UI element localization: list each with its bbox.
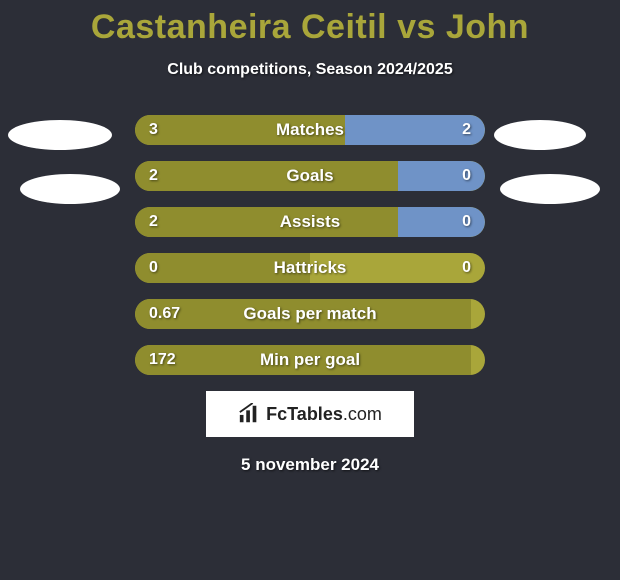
decorative-ellipse [494, 120, 586, 150]
bar-left [135, 299, 471, 329]
chart-icon [238, 403, 260, 425]
brand-text: FcTables.com [266, 404, 382, 425]
decorative-ellipse [500, 174, 600, 204]
bar-left [135, 345, 471, 375]
brand-bold: FcTables [266, 404, 343, 424]
bar-right [398, 161, 486, 191]
bar-left [135, 207, 398, 237]
bar-track [135, 345, 485, 375]
decorative-ellipse [20, 174, 120, 204]
stat-row: Goals20 [135, 161, 485, 191]
stat-row: Goals per match0.67 [135, 299, 485, 329]
bar-left [135, 161, 398, 191]
decorative-ellipse [8, 120, 112, 150]
date-text: 5 november 2024 [0, 455, 620, 475]
bar-right [345, 115, 485, 145]
bar-left [135, 115, 345, 145]
bar-track [135, 115, 485, 145]
bar-right [398, 207, 486, 237]
stat-row: Assists20 [135, 207, 485, 237]
brand-badge: FcTables.com [206, 391, 414, 437]
bar-track [135, 161, 485, 191]
stat-row: Hattricks00 [135, 253, 485, 283]
stat-row: Min per goal172 [135, 345, 485, 375]
page-title: Castanheira Ceitil vs John [0, 0, 620, 47]
bar-track [135, 299, 485, 329]
comparison-chart: Matches32 Goals20 Assists20 Hattricks00 Goal… [0, 115, 620, 375]
bar-left [135, 253, 310, 283]
stat-row: Matches32 [135, 115, 485, 145]
brand-light: .com [343, 404, 382, 424]
subtitle: Club competitions, Season 2024/2025 [0, 61, 620, 79]
bar-track [135, 207, 485, 237]
bar-track [135, 253, 485, 283]
